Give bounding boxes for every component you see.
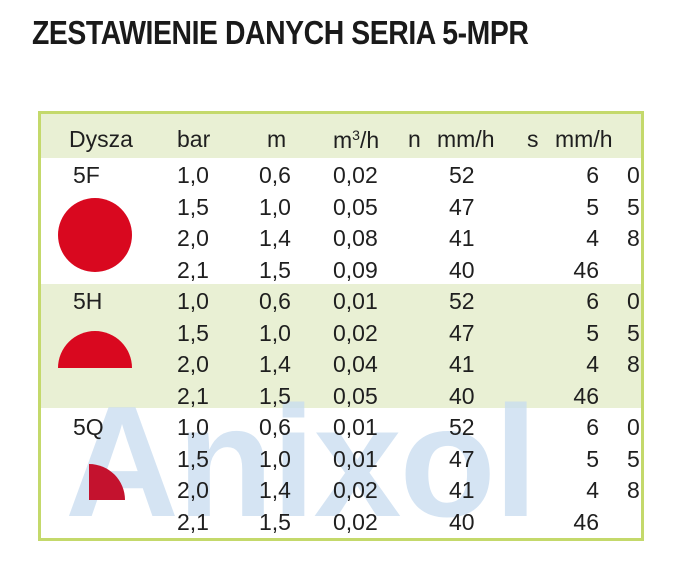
cell-extra: 8 — [627, 351, 640, 377]
cell-s: 4 — [586, 351, 599, 377]
quarter-circle-icon — [89, 464, 125, 500]
cell-s: 4 — [586, 225, 599, 251]
cell-extra: 0 — [627, 288, 640, 314]
cell-n: 41 — [449, 477, 475, 503]
cell-flow: 0,02 — [333, 508, 378, 535]
group-band-5f — [41, 158, 641, 284]
cell-extra: 5 — [627, 193, 640, 220]
cell-s: 5 — [586, 445, 599, 472]
group-band-5h — [41, 284, 641, 408]
cell-bar: 1,0 — [177, 414, 209, 440]
group-band-5q — [41, 408, 641, 538]
cell-bar: 1,0 — [177, 162, 209, 188]
cell-n: 47 — [449, 445, 475, 472]
cell-bar: 1,5 — [177, 319, 209, 346]
cell-bar: 2,0 — [177, 351, 209, 377]
cell-n: 40 — [449, 256, 475, 283]
cell-m: 1,4 — [259, 477, 291, 503]
nozzle-label-5q: 5Q — [73, 414, 104, 440]
cell-n: 47 — [449, 319, 475, 346]
cell-m: 1,0 — [259, 445, 291, 472]
cell-m: 0,6 — [259, 288, 291, 314]
cell-bar: 2,1 — [177, 508, 209, 535]
cell-extra: 5 — [627, 445, 640, 472]
cell-flow: 0,04 — [333, 351, 378, 377]
cell-m: 1,5 — [259, 382, 291, 409]
cell-n: 52 — [449, 288, 475, 314]
cell-bar: 1,5 — [177, 445, 209, 472]
cell-flow: 0,01 — [333, 445, 378, 472]
cell-n: 41 — [449, 225, 475, 251]
header-dysza: Dysza — [69, 126, 133, 152]
data-table: Anixol Dysza bar m m3/h n mm/h s mm/h 5F… — [38, 111, 644, 541]
header-n-unit: mm/h — [437, 126, 495, 152]
cell-n: 40 — [449, 382, 475, 409]
cell-s: 6 — [586, 288, 599, 314]
header-m: m — [267, 126, 287, 152]
cell-m: 1,5 — [259, 256, 291, 283]
cell-n: 52 — [449, 162, 475, 188]
cell-bar: 1,5 — [177, 193, 209, 220]
header-s-unit: mm/h — [555, 126, 613, 152]
cell-bar: 2,0 — [177, 477, 209, 503]
cell-s: 6 — [586, 414, 599, 440]
cell-extra: 5 — [627, 319, 640, 346]
half-circle-icon — [58, 331, 132, 368]
header-n: n — [408, 126, 421, 152]
cell-m: 1,5 — [259, 508, 291, 535]
cell-flow: 0,09 — [333, 256, 378, 283]
cell-m: 1,0 — [259, 193, 291, 220]
header-flow-unit: /h — [359, 127, 380, 153]
cell-m: 1,4 — [259, 225, 291, 251]
cell-flow: 0,05 — [333, 382, 378, 409]
cell-s: 4 — [586, 477, 599, 503]
cell-extra: 0 — [627, 414, 640, 440]
cell-m: 0,6 — [259, 162, 291, 188]
cell-flow: 0,02 — [333, 319, 378, 346]
nozzle-label-5h: 5H — [73, 288, 103, 314]
cell-s: 46 — [573, 256, 599, 283]
cell-n: 40 — [449, 508, 475, 535]
cell-flow: 0,01 — [333, 414, 378, 440]
header-band — [41, 114, 641, 158]
cell-flow: 0,05 — [333, 193, 378, 220]
header-bar: bar — [177, 126, 211, 152]
cell-flow: 0,01 — [333, 288, 378, 314]
header-flow-sup: 3 — [352, 127, 360, 143]
header-flow-base: m — [333, 127, 353, 153]
cell-s: 5 — [586, 319, 599, 346]
cell-extra: 0 — [627, 162, 640, 188]
cell-s: 46 — [573, 382, 599, 409]
cell-extra: 8 — [627, 225, 640, 251]
cell-bar: 2,1 — [177, 256, 209, 283]
cell-n: 41 — [449, 351, 475, 377]
cell-bar: 2,0 — [177, 225, 209, 251]
cell-flow: 0,08 — [333, 225, 378, 251]
cell-n: 47 — [449, 193, 475, 220]
cell-extra: 8 — [627, 477, 640, 503]
cell-m: 1,0 — [259, 319, 291, 346]
header-flow: m3/h — [333, 128, 379, 152]
full-circle-icon — [58, 198, 132, 272]
cell-n: 52 — [449, 414, 475, 440]
page-title: ZESTAWIENIE DANYCH SERIA 5-MPR — [32, 14, 529, 51]
cell-bar: 1,0 — [177, 288, 209, 314]
header-s: s — [527, 126, 539, 152]
cell-flow: 0,02 — [333, 477, 378, 503]
cell-m: 0,6 — [259, 414, 291, 440]
cell-s: 5 — [586, 193, 599, 220]
cell-s: 6 — [586, 162, 599, 188]
cell-flow: 0,02 — [333, 162, 378, 188]
cell-s: 46 — [573, 508, 599, 535]
cell-m: 1,4 — [259, 351, 291, 377]
cell-bar: 2,1 — [177, 382, 209, 409]
nozzle-label-5f: 5F — [73, 162, 100, 188]
